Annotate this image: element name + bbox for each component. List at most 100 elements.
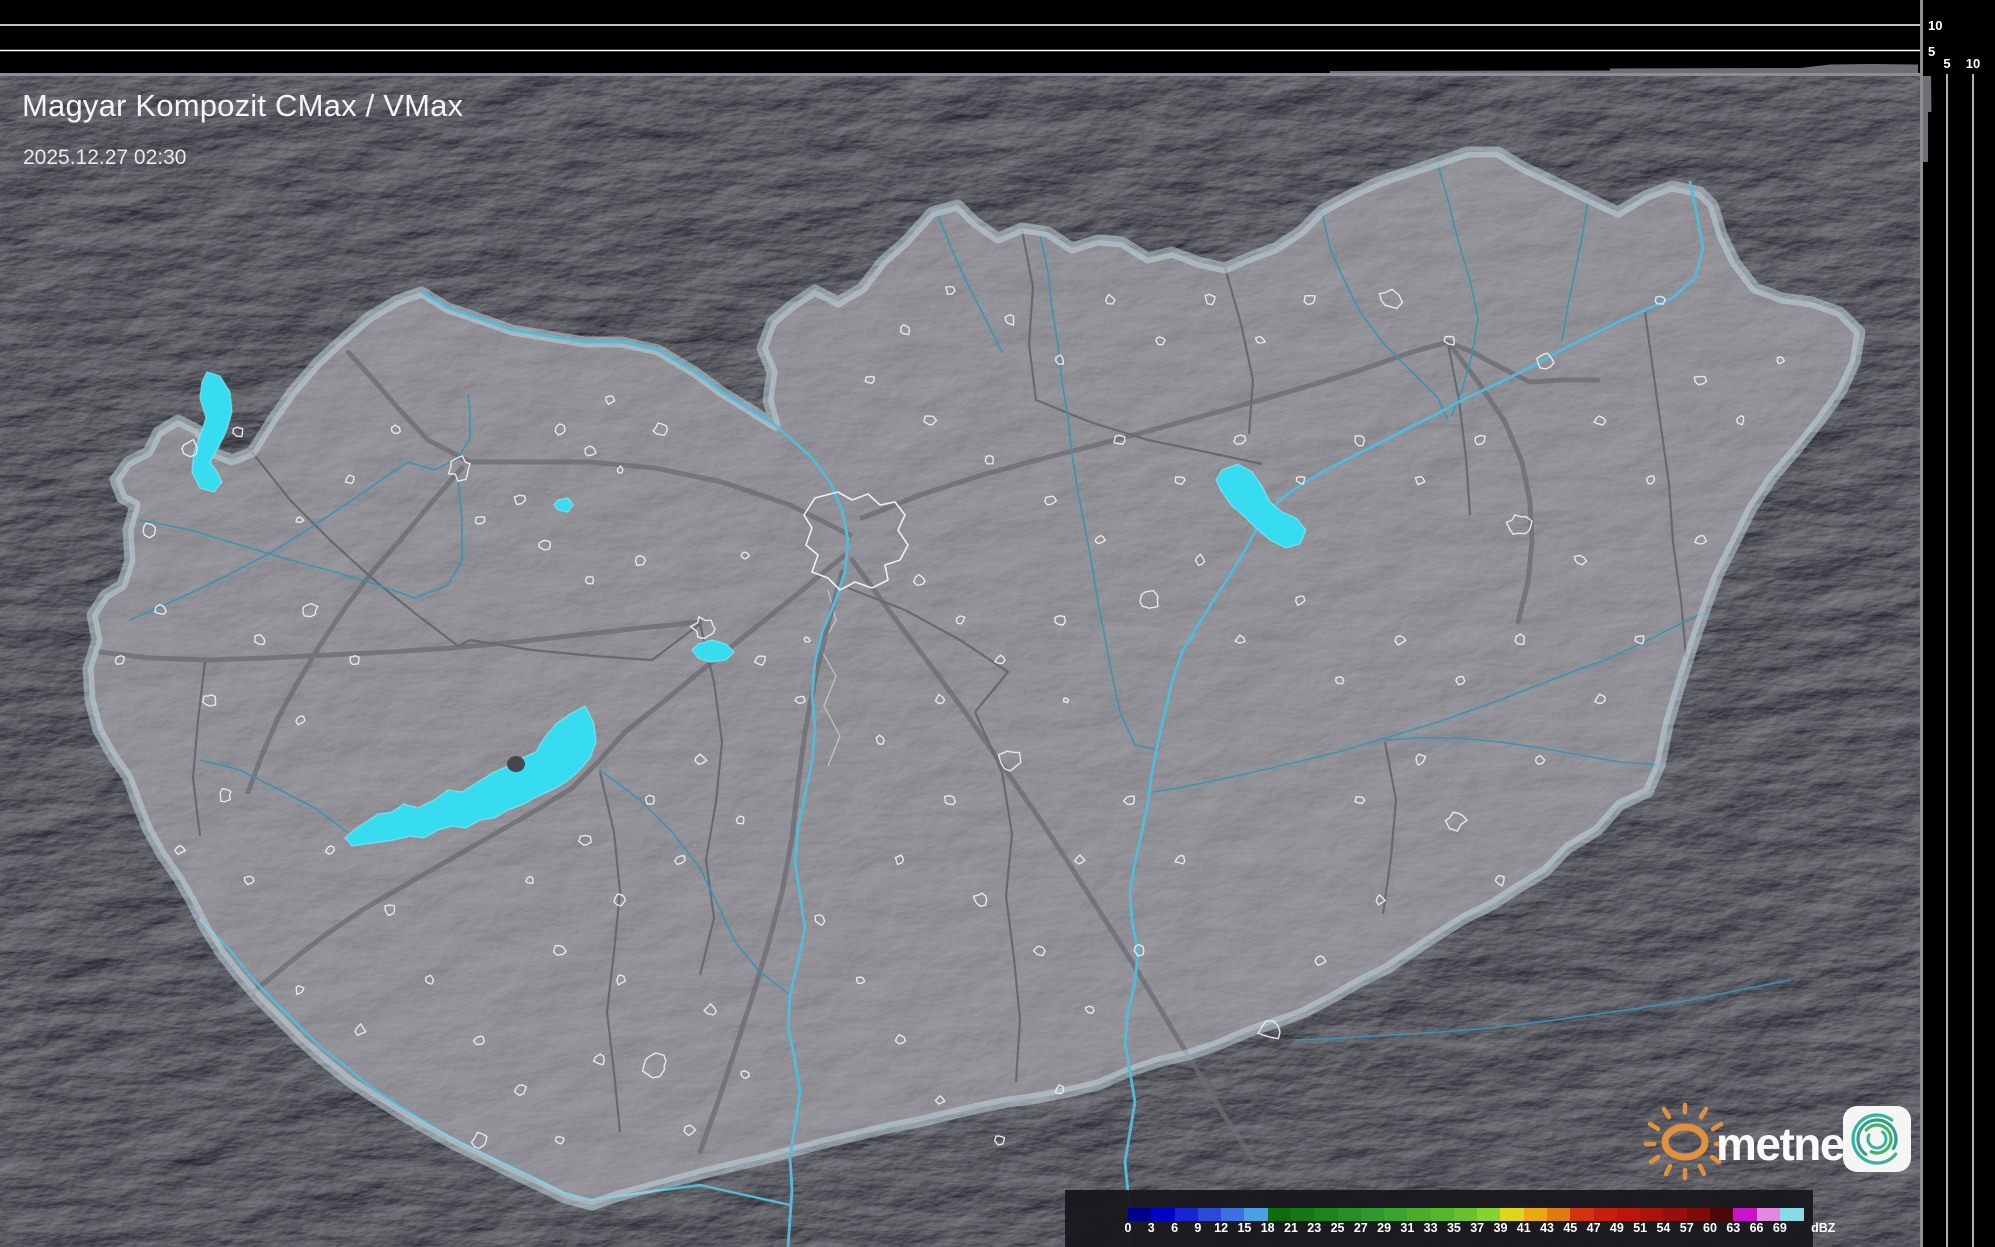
city-outline <box>993 1135 1005 1146</box>
city-outline <box>174 844 187 856</box>
city-outline <box>1776 356 1786 365</box>
city-outline <box>1514 633 1526 646</box>
city-outline <box>1133 943 1145 957</box>
city-outline <box>923 415 938 426</box>
city-outline <box>114 655 126 665</box>
city-outline <box>1174 476 1186 486</box>
city-outline <box>253 633 266 646</box>
city-outline <box>1375 894 1387 906</box>
city-outline <box>1414 475 1426 486</box>
city-outline <box>1032 945 1046 957</box>
city-outline <box>641 1052 667 1079</box>
city-outline <box>1378 288 1404 310</box>
lakes <box>191 371 1307 847</box>
city-outline <box>912 573 926 587</box>
scale-tick-label: 60 <box>1703 1221 1717 1235</box>
city-outline <box>470 1131 488 1150</box>
scale-tick-label: 0 <box>1124 1221 1132 1235</box>
scale-tick-label: 54 <box>1656 1221 1671 1235</box>
city-outline <box>894 1033 907 1045</box>
scale-segment <box>1197 1208 1222 1221</box>
city-outline <box>384 904 396 917</box>
city-outline <box>855 976 866 985</box>
river-danube <box>420 290 850 1247</box>
right-terrain-profile <box>1923 76 1932 162</box>
city-outline <box>1654 295 1667 305</box>
scale-tick-label: 29 <box>1377 1221 1392 1235</box>
scale-tick-label: 35 <box>1446 1221 1461 1235</box>
city-outline <box>472 1035 485 1046</box>
scale-unit-label: dBZ <box>1811 1221 1836 1235</box>
city-outline <box>944 794 957 806</box>
scale-segment <box>1686 1208 1711 1221</box>
right-axis-label-10: 10 <box>1966 56 1980 71</box>
scale-segment <box>1128 1208 1152 1221</box>
rivers-minor <box>129 164 1791 1041</box>
city-outline <box>984 454 994 465</box>
scale-tick-label: 41 <box>1516 1221 1531 1235</box>
city-outline <box>634 554 647 567</box>
top-terrain-profile <box>1330 64 1918 73</box>
city-outline <box>689 615 716 640</box>
scale-tick-label: 31 <box>1400 1221 1415 1235</box>
vertical-separator <box>1920 0 1923 1247</box>
city-outline <box>1474 434 1486 446</box>
city-outline <box>616 464 624 474</box>
city-outline <box>295 515 305 524</box>
city-outline <box>447 455 471 483</box>
map-area <box>0 76 1920 1247</box>
city-outline <box>592 1053 605 1066</box>
city-outline <box>1295 595 1306 607</box>
city-outline <box>1443 335 1455 346</box>
city-outline <box>1593 693 1606 705</box>
city-outline <box>972 892 988 907</box>
city-outline <box>652 422 669 436</box>
city-outline <box>390 424 402 435</box>
city-outline <box>934 693 946 705</box>
scale-tick-label: 39 <box>1493 1221 1508 1235</box>
city-outline <box>513 494 527 506</box>
scale-segment <box>1663 1208 1688 1221</box>
scale-segment <box>1151 1208 1176 1221</box>
city-outline <box>474 516 486 525</box>
lake-ferto <box>191 371 233 493</box>
city-outline <box>703 1003 718 1016</box>
city-outline <box>1054 1084 1065 1095</box>
scale-segment <box>1593 1208 1618 1221</box>
top-profile-strip <box>0 0 1920 73</box>
city-outline <box>955 615 966 625</box>
city-outline <box>1303 294 1316 306</box>
city-outline <box>232 426 244 438</box>
city-outline <box>1105 293 1116 305</box>
city-outline <box>794 695 807 704</box>
city-outline <box>997 750 1022 772</box>
city-outline <box>202 694 217 707</box>
scale-segment <box>1710 1208 1734 1221</box>
city-outline <box>538 539 552 551</box>
scale-tick-label: 57 <box>1679 1221 1694 1235</box>
city-outline <box>875 734 885 746</box>
scale-tick-label: 63 <box>1726 1221 1741 1235</box>
metnet-logo: metnet <box>1638 1098 1928 1188</box>
city-outline <box>934 1094 946 1105</box>
scale-tick-label: 69 <box>1772 1221 1787 1235</box>
scale-tick-label: 25 <box>1330 1221 1345 1235</box>
budapest-outline <box>803 491 909 591</box>
city-outline <box>1194 553 1206 567</box>
city-outline <box>584 576 595 585</box>
city-outline <box>1122 795 1136 806</box>
scale-tick-label: 27 <box>1353 1221 1368 1235</box>
scale-segment <box>1384 1208 1408 1221</box>
city-outline <box>1139 589 1159 609</box>
city-outline <box>894 854 905 866</box>
city-outline <box>1084 1005 1095 1015</box>
city-outline <box>578 834 592 846</box>
city-outline <box>1693 375 1708 386</box>
city-outline <box>552 944 567 956</box>
settlement-outlines <box>114 285 1786 1150</box>
city-outline <box>864 375 876 384</box>
city-outline <box>1234 634 1246 644</box>
city-outline <box>1113 434 1126 445</box>
city-outline <box>1494 874 1505 887</box>
